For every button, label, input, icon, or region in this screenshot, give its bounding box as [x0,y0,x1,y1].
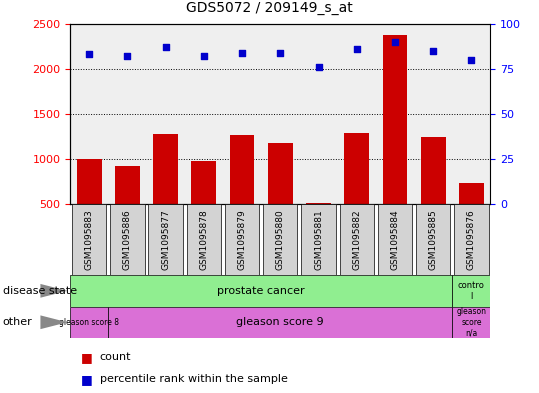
Bar [186,204,221,275]
Bar [454,204,488,275]
Point [85,51,93,57]
Bar [191,162,216,204]
Polygon shape [40,315,67,329]
Text: prostate cancer: prostate cancer [217,286,305,296]
Bar [108,307,452,338]
Text: GSM1095877: GSM1095877 [161,209,170,270]
Text: GSM1095886: GSM1095886 [123,209,132,270]
Point [199,53,208,59]
Text: other: other [3,317,32,327]
Bar [344,133,369,204]
Bar [185,24,223,204]
Text: GSM1095880: GSM1095880 [276,209,285,270]
Point [391,39,399,45]
Bar [414,24,452,204]
Bar [421,138,446,204]
Bar [268,143,293,204]
Bar [378,204,412,275]
Bar [337,24,376,204]
Bar [108,24,147,204]
Bar [225,204,259,275]
Bar [299,24,337,204]
Bar [70,307,108,338]
Text: ■: ■ [81,373,93,386]
Bar [416,204,451,275]
Bar [261,24,299,204]
Text: GSM1095885: GSM1095885 [429,209,438,270]
Text: disease state: disease state [3,286,77,296]
Bar [223,24,261,204]
Bar [148,204,183,275]
Bar [110,204,144,275]
Text: GSM1095882: GSM1095882 [352,209,361,270]
Bar [263,204,298,275]
Text: gleason score 8: gleason score 8 [59,318,119,327]
Point [314,64,323,70]
Text: gleason
score
n/a: gleason score n/a [457,307,486,337]
Polygon shape [40,284,67,298]
Point [123,53,132,59]
Text: GSM1095881: GSM1095881 [314,209,323,270]
Text: GSM1095878: GSM1095878 [199,209,209,270]
Point [353,46,361,52]
Bar [376,24,414,204]
Bar [452,24,490,204]
Text: GDS5072 / 209149_s_at: GDS5072 / 209149_s_at [186,1,353,15]
Text: contro
l: contro l [458,281,485,301]
Bar [230,135,254,204]
Text: count: count [100,352,131,362]
Text: ■: ■ [81,351,93,364]
Bar [70,24,108,204]
Bar [459,183,484,204]
Point [161,44,170,50]
Text: percentile rank within the sample: percentile rank within the sample [100,374,288,384]
Bar [340,204,374,275]
Bar [147,24,185,204]
Text: gleason score 9: gleason score 9 [237,317,324,327]
Text: GSM1095879: GSM1095879 [238,209,246,270]
Bar [452,275,490,307]
Bar [72,204,106,275]
Bar [301,204,336,275]
Bar [153,134,178,204]
Text: GSM1095883: GSM1095883 [85,209,94,270]
Bar [452,307,490,338]
Point [429,48,438,54]
Text: GSM1095876: GSM1095876 [467,209,476,270]
Text: GSM1095884: GSM1095884 [390,209,399,270]
Point [238,50,246,56]
Bar [77,159,101,204]
Bar [115,166,140,204]
Point [276,50,285,56]
Bar [383,35,407,204]
Point [467,57,476,63]
